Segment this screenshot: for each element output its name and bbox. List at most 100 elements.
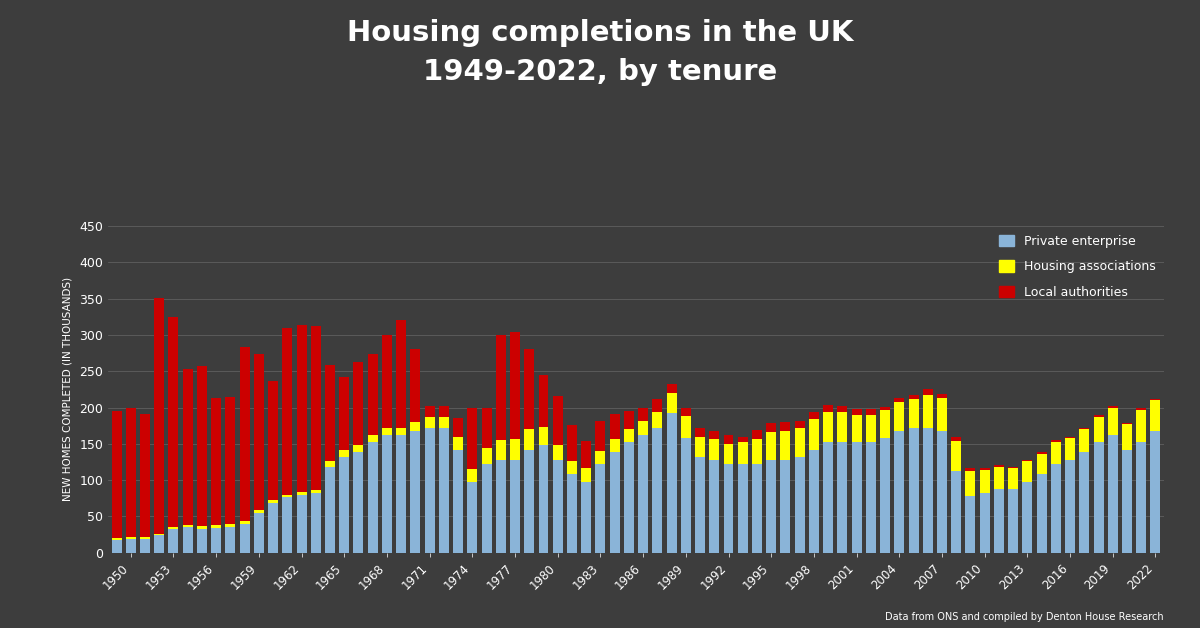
Bar: [695, 436, 706, 457]
Bar: [1022, 460, 1032, 461]
Bar: [1136, 442, 1146, 553]
Bar: [908, 428, 918, 553]
Bar: [979, 493, 990, 553]
Bar: [1066, 438, 1075, 460]
Bar: [1022, 482, 1032, 553]
Bar: [1108, 408, 1117, 435]
Bar: [809, 412, 818, 419]
Bar: [282, 497, 293, 553]
Bar: [1108, 406, 1117, 408]
Bar: [966, 470, 976, 496]
Bar: [496, 335, 505, 440]
Bar: [1151, 400, 1160, 431]
Bar: [367, 442, 378, 553]
Bar: [923, 428, 932, 553]
Bar: [653, 399, 662, 412]
Bar: [1093, 442, 1104, 553]
Bar: [852, 414, 862, 442]
Bar: [880, 411, 890, 438]
Bar: [325, 365, 335, 461]
Bar: [382, 435, 392, 553]
Bar: [638, 435, 648, 553]
Bar: [481, 408, 492, 448]
Bar: [140, 538, 150, 539]
Bar: [624, 442, 634, 553]
Bar: [126, 538, 136, 539]
Bar: [952, 441, 961, 472]
Bar: [866, 414, 876, 442]
Bar: [1151, 431, 1160, 553]
Bar: [240, 524, 250, 553]
Bar: [240, 521, 250, 524]
Bar: [937, 394, 947, 398]
Bar: [282, 495, 293, 497]
Bar: [738, 442, 748, 464]
Bar: [340, 450, 349, 457]
Bar: [979, 468, 990, 470]
Bar: [396, 320, 406, 428]
Bar: [410, 431, 420, 553]
Bar: [425, 406, 434, 417]
Bar: [182, 525, 193, 528]
Bar: [340, 457, 349, 553]
Bar: [610, 414, 619, 440]
Bar: [780, 460, 791, 553]
Bar: [1037, 453, 1046, 454]
Bar: [1008, 489, 1018, 553]
Bar: [908, 395, 918, 399]
Bar: [325, 461, 335, 467]
Bar: [709, 440, 719, 460]
Bar: [311, 326, 320, 489]
Bar: [666, 384, 677, 393]
Bar: [168, 317, 179, 528]
Bar: [510, 440, 520, 460]
Bar: [979, 470, 990, 493]
Bar: [1066, 460, 1075, 553]
Bar: [966, 496, 976, 553]
Bar: [454, 450, 463, 553]
Bar: [282, 328, 293, 495]
Bar: [524, 450, 534, 553]
Bar: [553, 445, 563, 460]
Bar: [112, 411, 121, 538]
Bar: [382, 428, 392, 435]
Bar: [838, 442, 847, 553]
Bar: [325, 467, 335, 553]
Bar: [467, 469, 478, 482]
Bar: [340, 377, 349, 450]
Bar: [226, 524, 235, 526]
Bar: [524, 349, 534, 430]
Bar: [311, 493, 320, 553]
Bar: [653, 412, 662, 428]
Bar: [666, 413, 677, 553]
Bar: [197, 526, 206, 529]
Bar: [894, 398, 905, 402]
Bar: [1051, 464, 1061, 553]
Bar: [467, 408, 478, 469]
Bar: [823, 442, 833, 553]
Bar: [1122, 423, 1132, 424]
Bar: [367, 435, 378, 442]
Bar: [823, 404, 833, 412]
Bar: [524, 430, 534, 450]
Bar: [752, 464, 762, 553]
Bar: [680, 438, 691, 553]
Bar: [112, 538, 121, 539]
Bar: [226, 526, 235, 553]
Bar: [354, 445, 364, 453]
Bar: [155, 534, 164, 535]
Bar: [1051, 442, 1061, 464]
Bar: [126, 408, 136, 538]
Bar: [638, 421, 648, 435]
Bar: [1008, 467, 1018, 468]
Bar: [1108, 435, 1117, 553]
Bar: [1037, 474, 1046, 553]
Bar: [112, 539, 121, 553]
Bar: [553, 460, 563, 553]
Bar: [311, 489, 320, 493]
Bar: [680, 416, 691, 438]
Bar: [952, 437, 961, 441]
Bar: [382, 335, 392, 428]
Bar: [467, 482, 478, 553]
Bar: [268, 503, 278, 553]
